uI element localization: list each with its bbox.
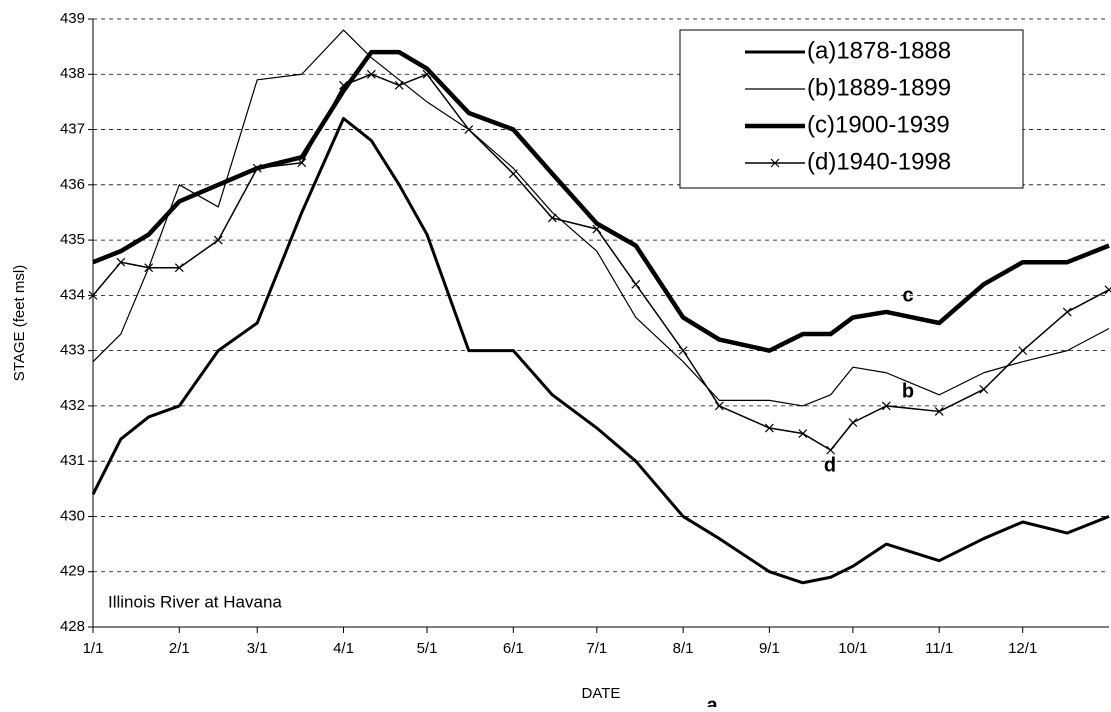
x-tick-label: 6/1 bbox=[503, 640, 524, 657]
x-axis-label: DATE bbox=[582, 685, 621, 702]
marker bbox=[714, 401, 724, 411]
legend-label: (a)1878-1888 bbox=[807, 37, 951, 64]
marker bbox=[826, 445, 836, 455]
legend-label: (c)1900-1939 bbox=[807, 111, 950, 138]
y-tick-label: 439 bbox=[60, 10, 85, 27]
marker bbox=[1018, 346, 1028, 356]
marker bbox=[366, 69, 376, 79]
x-tick-label: 7/1 bbox=[586, 640, 607, 657]
marker bbox=[422, 69, 432, 79]
y-tick-label: 438 bbox=[60, 65, 85, 82]
marker bbox=[297, 158, 307, 168]
annotation: b bbox=[902, 380, 914, 402]
series-line bbox=[91, 116, 1110, 585]
y-tick-label: 436 bbox=[60, 176, 85, 193]
y-tick-label: 429 bbox=[60, 563, 85, 580]
series-line bbox=[92, 29, 1110, 407]
y-tick-label: 431 bbox=[60, 452, 85, 469]
series-line bbox=[92, 73, 1110, 451]
x-tick-label: 10/1 bbox=[838, 640, 867, 657]
y-tick-label: 432 bbox=[60, 397, 85, 414]
x-tick-label: 3/1 bbox=[247, 640, 268, 657]
x-tick-label: 4/1 bbox=[333, 640, 354, 657]
x-tick-label: 8/1 bbox=[673, 640, 694, 657]
y-tick-label: 434 bbox=[60, 286, 85, 303]
marker bbox=[1062, 307, 1072, 317]
y-tick-label: 433 bbox=[60, 342, 85, 359]
marker bbox=[764, 423, 774, 433]
x-tick-label: 9/1 bbox=[759, 640, 780, 657]
marker bbox=[798, 429, 808, 438]
y-axis-label: STAGE (feet msl) bbox=[11, 265, 28, 381]
x-tick-label: 1/1 bbox=[83, 640, 104, 657]
legend-label: (b)1889-1899 bbox=[807, 74, 951, 101]
annotation: Illinois River at Havana bbox=[108, 592, 282, 611]
marker bbox=[213, 235, 223, 245]
marker bbox=[881, 401, 891, 411]
y-tick-label: 435 bbox=[60, 231, 85, 248]
marker bbox=[547, 213, 557, 223]
marker bbox=[592, 224, 602, 234]
x-tick-label: 2/1 bbox=[169, 640, 190, 657]
x-tick-label: 5/1 bbox=[417, 640, 438, 657]
y-tick-label: 428 bbox=[60, 618, 85, 635]
x-tick-label: 11/1 bbox=[925, 640, 953, 657]
marker bbox=[848, 418, 858, 427]
x-tick-label: 12/1 bbox=[1008, 640, 1037, 657]
marker bbox=[394, 80, 404, 90]
annotation: a bbox=[706, 694, 718, 707]
marker bbox=[508, 169, 518, 179]
y-tick-label: 437 bbox=[60, 121, 85, 138]
marker bbox=[252, 163, 262, 173]
legend-marker bbox=[770, 158, 780, 168]
legend-label: (d)1940-1998 bbox=[807, 148, 951, 175]
annotation: d bbox=[824, 454, 836, 476]
y-tick-label: 430 bbox=[60, 507, 85, 524]
marker bbox=[144, 263, 154, 273]
marker bbox=[934, 407, 944, 416]
marker bbox=[88, 290, 98, 300]
marker bbox=[979, 384, 989, 394]
marker bbox=[631, 279, 641, 289]
marker bbox=[464, 125, 474, 134]
marker bbox=[174, 263, 184, 273]
annotation: c bbox=[902, 284, 913, 306]
marker bbox=[339, 80, 348, 90]
marker bbox=[678, 346, 688, 356]
marker bbox=[116, 257, 126, 267]
marker bbox=[1104, 285, 1111, 295]
series-line bbox=[92, 49, 1110, 353]
legend-box bbox=[679, 29, 1024, 189]
